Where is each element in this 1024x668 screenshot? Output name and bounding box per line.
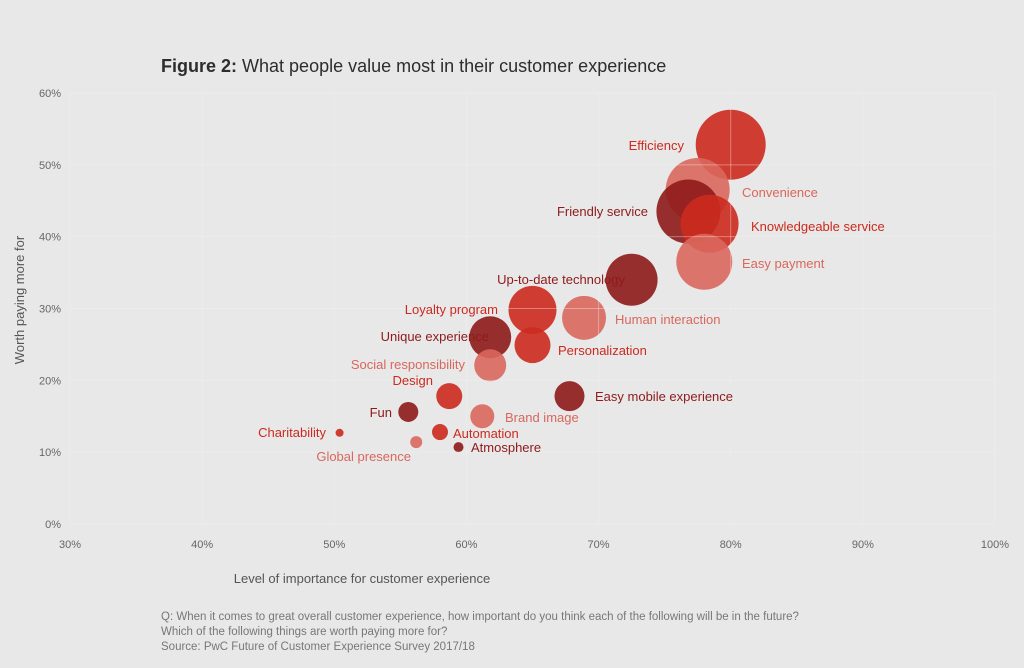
label-unique-experience: Unique experience <box>381 329 489 344</box>
y-tick-label: 10% <box>39 447 61 459</box>
x-tick-label: 90% <box>852 539 874 551</box>
bubble-atmosphere <box>453 442 464 453</box>
label-social-responsibility: Social responsibility <box>351 357 466 372</box>
x-axis-label: Level of importance for customer experie… <box>234 571 491 586</box>
y-tick-label: 40% <box>39 232 61 244</box>
label-up-to-date-technology: Up-to-date technology <box>497 272 625 287</box>
x-tick-label: 40% <box>191 539 213 551</box>
bubble-loyalty-program <box>508 285 557 334</box>
x-tick-label: 60% <box>455 539 477 551</box>
label-friendly-service: Friendly service <box>557 204 648 219</box>
x-tick-label: 30% <box>59 539 81 551</box>
grid-overlay <box>69 92 996 525</box>
chart-title: Figure 2: What people value most in thei… <box>161 56 666 77</box>
title-text: What people value most in their customer… <box>242 56 667 76</box>
x-tick-label: 100% <box>981 539 1009 551</box>
bubble-labels: Efficiency Convenience Friendly service Kno… <box>258 138 885 464</box>
question-note: Q: When it comes to great overall custom… <box>161 611 799 623</box>
bubble-personalization <box>514 327 551 364</box>
bubble-easy-payment <box>676 233 733 290</box>
grid <box>69 92 996 525</box>
label-knowledgeable-service: Knowledgeable service <box>751 219 885 234</box>
label-easy-payment: Easy payment <box>742 256 825 271</box>
label-convenience: Convenience <box>742 185 818 200</box>
bubbles <box>335 109 766 453</box>
label-global-presence: Global presence <box>316 449 411 464</box>
label-human-interaction: Human interaction <box>615 312 721 327</box>
bubble-easy-mobile-experience <box>554 381 585 412</box>
bubble-design <box>436 383 463 410</box>
y-tick-label: 30% <box>39 304 61 316</box>
bubble-global-presence <box>410 436 423 449</box>
bubble-unique-experience <box>469 316 512 359</box>
bubble-human-interaction <box>562 295 607 340</box>
bubble-social-responsibility <box>474 349 507 382</box>
bubble-up-to-date-technology <box>605 253 658 306</box>
figure-number: Figure 2: <box>161 56 238 76</box>
y-tick-label: 60% <box>39 88 61 100</box>
bubble-charitability <box>335 428 344 437</box>
y-tick-label: 20% <box>39 375 61 387</box>
label-easy-mobile-experience: Easy mobile experience <box>595 389 733 404</box>
y-tick-label: 50% <box>39 160 61 172</box>
y-tick-label: 0% <box>45 519 61 531</box>
bubble-fun <box>398 401 419 422</box>
source-note: Source: PwC Future of Customer Experienc… <box>161 641 475 653</box>
bubble-brand-image <box>470 404 495 429</box>
label-atmosphere: Atmosphere <box>471 440 541 455</box>
label-efficiency: Efficiency <box>629 138 685 153</box>
label-brand-image: Brand image <box>505 410 579 425</box>
axes: 30% 40% 50% 60% 70% 80% 90% 100% 0% 10% 20% 30% 40% 5… <box>39 88 1009 551</box>
label-personalization: Personalization <box>558 343 647 358</box>
footnotes: Q: When it comes to great overall custom… <box>161 610 799 655</box>
x-tick-label: 70% <box>588 539 610 551</box>
label-loyalty-program: Loyalty program <box>405 302 498 317</box>
x-tick-label: 80% <box>720 539 742 551</box>
y-axis-label: Worth paying more for <box>12 235 27 364</box>
label-automation: Automation <box>453 426 519 441</box>
label-charitability: Charitability <box>258 425 326 440</box>
question-note-2: Which of the following things are worth … <box>161 626 448 638</box>
label-fun: Fun <box>370 405 392 420</box>
x-tick-label: 50% <box>323 539 345 551</box>
label-design: Design <box>393 373 433 388</box>
bubble-automation <box>432 424 448 441</box>
